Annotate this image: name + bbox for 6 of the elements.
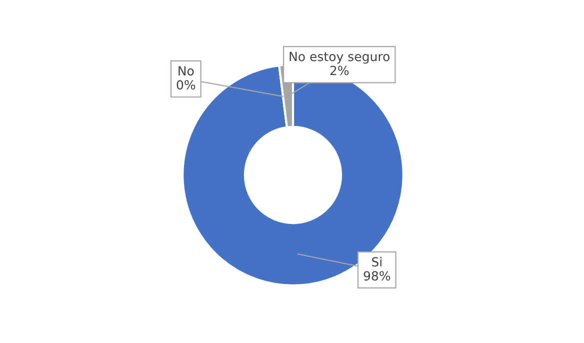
- slice-label: No estoy seguro: [290, 52, 390, 64]
- data-label: 98%: [364, 271, 390, 281]
- category-label: No: [178, 66, 194, 76]
- slice-label: Si: [372, 256, 382, 267]
- data-label: 2%: [330, 66, 349, 76]
- text: 0%: [176, 80, 196, 90]
